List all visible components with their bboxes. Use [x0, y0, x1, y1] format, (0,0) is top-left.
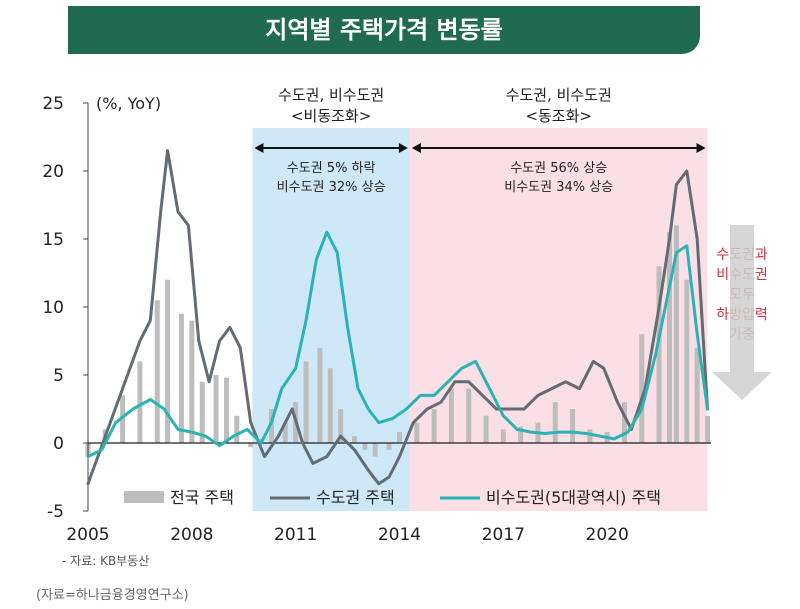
period-note: 수도권 56% 상승: [510, 161, 607, 176]
bar-national-housing: [621, 402, 627, 443]
down-arrow-icon: [712, 225, 772, 400]
bar-national-housing: [248, 443, 254, 448]
bar-national-housing: [120, 395, 126, 443]
bar-national-housing: [189, 320, 195, 443]
bar-national-housing: [178, 313, 184, 443]
bar-national-housing: [317, 347, 323, 443]
bar-national-housing: [338, 409, 344, 443]
source-note: - 자료: KB부동산: [62, 554, 149, 568]
bar-national-housing: [165, 279, 171, 443]
bar-national-housing: [234, 415, 240, 443]
x-tick-label: 2014: [378, 525, 421, 545]
bar-national-housing: [303, 361, 309, 443]
y-tick-label: 20: [42, 162, 64, 182]
page-title: 지역별 주택가격 변동률: [265, 16, 503, 44]
period-subheading: <비동조화>: [291, 107, 371, 125]
legend-label: 비수도권(5대광역시) 주택: [486, 488, 661, 507]
period-subheading: <동조화>: [525, 107, 592, 125]
x-tick-label: 2011: [274, 525, 317, 545]
bar-national-housing: [213, 375, 219, 443]
bar-national-housing: [448, 388, 454, 443]
bar-national-housing: [656, 266, 662, 443]
bar-national-housing: [587, 429, 593, 443]
period-heading: 수도권, 비수도권: [278, 86, 384, 104]
period-arrow-head: [254, 143, 264, 153]
bar-national-housing: [705, 415, 711, 443]
unit-label: (%, YoY): [96, 94, 161, 113]
bar-national-housing: [154, 300, 160, 443]
period-band-1: [252, 128, 410, 511]
bar-national-housing: [282, 422, 288, 443]
bar-national-housing: [223, 377, 229, 443]
bar-national-housing: [466, 388, 472, 443]
bar-national-housing: [431, 409, 437, 443]
legend-label: 전국 주택: [170, 488, 234, 507]
period-note: 비수도권 32% 상승: [277, 180, 386, 195]
x-tick-label: 2017: [482, 525, 525, 545]
bar-national-housing: [500, 429, 506, 443]
period-arrow-head: [696, 143, 706, 153]
legend-label: 수도권 주택: [316, 488, 395, 507]
bar-national-housing: [199, 381, 205, 443]
y-tick-label: -5: [47, 502, 64, 522]
bar-national-housing: [666, 232, 672, 443]
bar-national-housing: [268, 409, 274, 443]
bar-national-housing: [639, 334, 645, 443]
bar-national-housing: [684, 279, 690, 443]
line-non-capital-area: [86, 230, 709, 459]
bar-national-housing: [137, 361, 143, 443]
y-tick-label: 10: [42, 298, 64, 318]
y-tick-label: 25: [42, 94, 64, 114]
bar-national-housing: [552, 402, 558, 443]
x-tick-label: 2020: [586, 525, 629, 545]
bar-national-housing: [518, 426, 524, 443]
line-capital-area: [86, 149, 709, 486]
bar-national-housing: [352, 436, 358, 443]
source-credit: (자료=하나금융경영연구소): [36, 588, 189, 603]
bar-national-housing: [327, 368, 333, 443]
period-note: 수도권 5% 하락: [287, 161, 376, 176]
bar-national-housing: [372, 443, 378, 457]
legend-swatch-bar: [124, 491, 164, 503]
bar-national-housing: [397, 432, 402, 443]
period-arrow-head: [398, 143, 408, 153]
title-banner: 지역별 주택가격 변동률: [68, 6, 700, 54]
period-note: 비수도권 34% 상승: [504, 180, 613, 195]
period-heading: 수도권, 비수도권: [506, 86, 612, 104]
y-tick-label: 5: [53, 366, 64, 386]
bar-national-housing: [362, 443, 368, 450]
bar-national-housing: [414, 422, 420, 443]
bar-national-housing: [694, 347, 700, 443]
bar-national-housing: [570, 409, 576, 443]
bar-national-housing: [483, 415, 489, 443]
period-arrow-head: [411, 143, 421, 153]
bar-national-housing: [386, 443, 392, 450]
x-tick-label: 2008: [170, 525, 213, 545]
bar-national-housing: [673, 225, 679, 443]
y-tick-label: 15: [42, 230, 64, 250]
x-tick-label: 2005: [66, 525, 109, 545]
y-tick-label: 0: [53, 434, 64, 454]
